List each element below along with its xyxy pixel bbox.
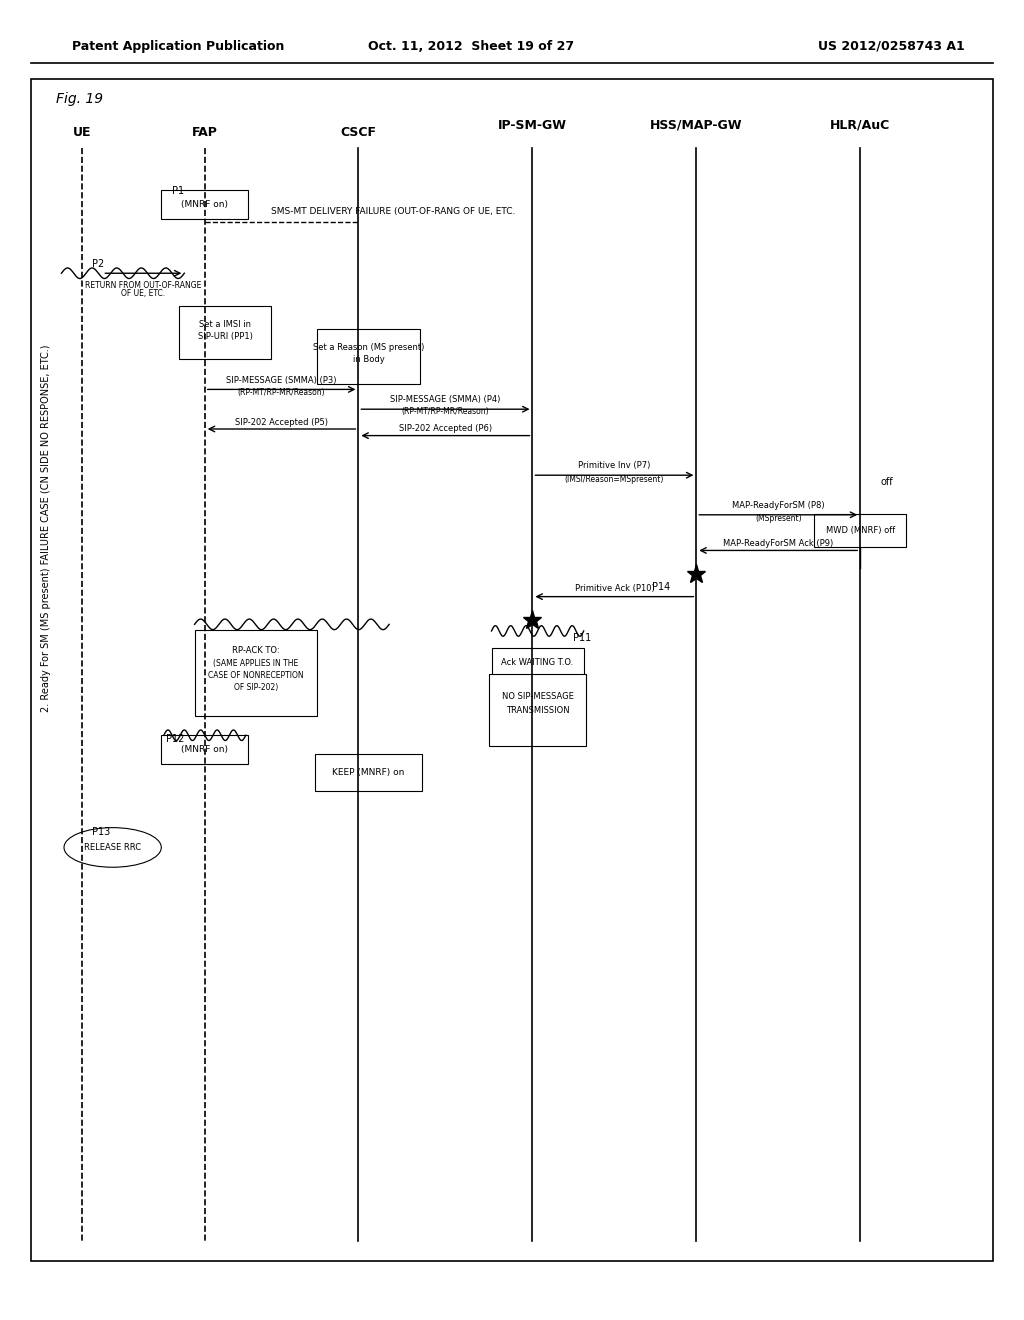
Text: SIP-MESSAGE (SMMA) (P4): SIP-MESSAGE (SMMA) (P4) [390,396,501,404]
Text: TRANSMISSION: TRANSMISSION [506,706,569,714]
FancyBboxPatch shape [162,735,248,764]
FancyBboxPatch shape [814,513,906,546]
Text: P11: P11 [573,632,592,643]
FancyBboxPatch shape [179,306,271,359]
Text: UE: UE [73,125,91,139]
Text: (RP-MT/RP-MR/Reason): (RP-MT/RP-MR/Reason) [401,408,489,416]
Text: HLR/AuC: HLR/AuC [830,119,890,132]
Text: KEEP (MNRF) on: KEEP (MNRF) on [333,768,404,776]
FancyBboxPatch shape [195,631,317,715]
Text: US 2012/0258743 A1: US 2012/0258743 A1 [817,40,965,53]
Text: (SAME APPLIES IN THE: (SAME APPLIES IN THE [213,660,299,668]
Text: in Body: in Body [352,355,385,363]
Text: MAP-ReadyForSM Ack (P9): MAP-ReadyForSM Ack (P9) [723,540,834,548]
Text: Patent Application Publication: Patent Application Publication [72,40,284,53]
Text: SIP-202 Accepted (P5): SIP-202 Accepted (P5) [236,418,328,426]
FancyBboxPatch shape [489,673,586,747]
Text: SIP-MESSAGE (SMMA) (P3): SIP-MESSAGE (SMMA) (P3) [226,376,337,384]
Text: FAP: FAP [191,125,218,139]
FancyBboxPatch shape [317,329,420,384]
Text: (RP-MT/RP-MR/Reason): (RP-MT/RP-MR/Reason) [238,388,326,396]
FancyBboxPatch shape [162,190,248,219]
Text: 2. Ready For SM (MS present) FAILURE CASE (CN SIDE NO RESPONSE, ETC.): 2. Ready For SM (MS present) FAILURE CAS… [41,345,51,711]
Text: HSS/MAP-GW: HSS/MAP-GW [650,119,742,132]
Ellipse shape [63,828,162,867]
Text: OF SIP-202): OF SIP-202) [233,684,279,692]
Text: P2: P2 [92,259,104,269]
FancyBboxPatch shape [315,754,422,791]
Text: P13: P13 [92,826,111,837]
Text: SIP-202 Accepted (P6): SIP-202 Accepted (P6) [399,425,492,433]
Text: (MNRF on): (MNRF on) [181,201,228,209]
Text: (MSpresent): (MSpresent) [755,515,802,523]
Text: IP-SM-GW: IP-SM-GW [498,119,567,132]
Text: Fig. 19: Fig. 19 [56,92,103,106]
Text: P14: P14 [652,582,671,593]
Text: (IMSI/Reason=MSpresent): (IMSI/Reason=MSpresent) [564,475,665,483]
Text: Ack WAITING T.O.: Ack WAITING T.O. [502,659,573,667]
Text: NO SIP-MESSAGE: NO SIP-MESSAGE [502,693,573,701]
Text: OF UE, ETC.: OF UE, ETC. [121,289,166,297]
FancyBboxPatch shape [492,648,584,677]
Text: Set a IMSI in: Set a IMSI in [200,321,251,329]
Text: Primitive Inv (P7): Primitive Inv (P7) [579,462,650,470]
Text: CASE OF NONRECEPTION: CASE OF NONRECEPTION [208,672,304,680]
Text: SIP-URI (PP1): SIP-URI (PP1) [198,333,253,341]
Text: SMS-MT DELIVERY FAILURE (OUT-OF-RANG OF UE, ETC.: SMS-MT DELIVERY FAILURE (OUT-OF-RANG OF … [271,207,516,215]
Text: RP-ACK TO:: RP-ACK TO: [232,647,280,655]
Text: Primitive Ack (P10): Primitive Ack (P10) [574,585,654,593]
Text: (MNRF on): (MNRF on) [181,746,228,754]
Text: Set a Reason (MS present): Set a Reason (MS present) [313,343,424,351]
Text: RELEASE RRC: RELEASE RRC [84,843,141,851]
Text: off: off [881,477,893,487]
Text: P1: P1 [172,186,184,197]
Text: CSCF: CSCF [340,125,377,139]
Text: P12: P12 [166,734,184,744]
Text: MAP-ReadyForSM (P8): MAP-ReadyForSM (P8) [732,502,824,510]
Text: Oct. 11, 2012  Sheet 19 of 27: Oct. 11, 2012 Sheet 19 of 27 [368,40,574,53]
Text: MWD (MNRF) off: MWD (MNRF) off [825,527,895,535]
Text: RETURN FROM OUT-OF-RANGE: RETURN FROM OUT-OF-RANGE [85,281,202,289]
